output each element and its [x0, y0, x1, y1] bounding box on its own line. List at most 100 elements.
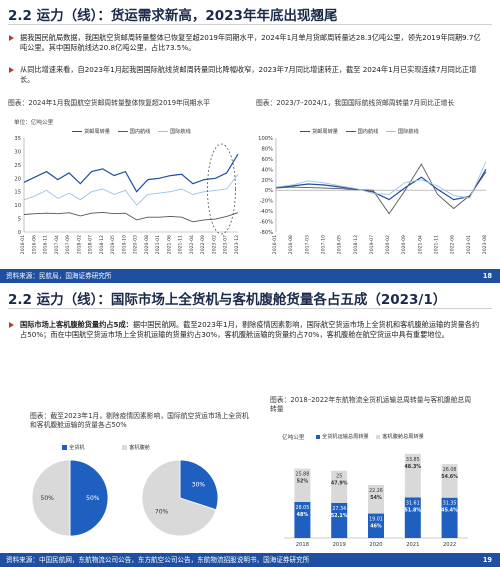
legend-label: 客机腹舱: [129, 445, 150, 451]
bar-freighter: [368, 513, 384, 538]
page-number: 18: [482, 272, 492, 280]
y-tick-label: 25: [14, 163, 21, 169]
bar-freighter: [441, 497, 458, 538]
x-tick-label: 2021-11: [434, 235, 440, 254]
chart-left-caption: 图表：2024年1月我国航空货邮周转量整体恢复超2019年同期水平: [8, 99, 211, 107]
pie-value-label: 50%: [41, 495, 55, 502]
y-tick-label: 40%: [261, 167, 273, 173]
legend-item-belly-volume: 客机腹舱总周转量: [376, 434, 424, 440]
bar-belly-share: 52%: [297, 479, 309, 485]
line-chart-yoy: -80% -60% -40% -20% 0% 20% 40% 60% 80% 100% 2016-0…: [258, 136, 488, 254]
legend-item-intl: 国际航线: [386, 129, 419, 135]
x-tick-label: 2021-01: [155, 235, 161, 254]
legend-item-domestic: 国内航线: [117, 129, 151, 135]
x-tick-label: 2021-04: [417, 235, 423, 254]
bar-freighter-share: 46%: [370, 524, 382, 530]
x-tick-label: 2018-12: [353, 235, 359, 254]
legend-label: 客机腹舱总周转量: [382, 434, 424, 440]
legend-item-freighter: 全货机: [62, 445, 85, 451]
x-tick-label: 2018-02: [76, 235, 82, 254]
bar-belly-value: 25.88: [296, 472, 310, 478]
bullet-bold-lead: 国际市场上客机腹舱货量约占5成：: [20, 320, 133, 329]
bar-freighter-value: 19.01: [369, 517, 383, 523]
x-tick-label: 2019-10: [121, 235, 127, 254]
bar-freighter: [294, 501, 311, 538]
page-title: 2.2 运力（线）：国际市场上全货机与客机腹舱货量各占五成（2023/1）: [8, 292, 447, 308]
bar-freighter-value: 31.61: [406, 500, 420, 506]
slide-19: 2.2 运力（线）：国际市场上全货机与客机腹舱货量各占五成（2023/1） 国际…: [0, 284, 500, 567]
x-tick-label: 2018: [296, 542, 309, 548]
footer-source: 资料来源：中国民航网，东航物流公司公告，东方航空公司公告，东航物流招股说明书，国…: [6, 556, 310, 564]
series-line-1: [23, 211, 239, 223]
series-line-2: [275, 161, 487, 199]
y-tick-label: 80%: [261, 146, 273, 152]
x-tick-label: 2023-02: [211, 235, 217, 254]
bar-freighter-value: 27.34: [332, 506, 346, 512]
x-tick-label: 2019-05: [110, 235, 116, 254]
x-tick-label: 2022-04: [189, 235, 195, 254]
bar-belly: [331, 470, 348, 503]
triangle-bullet-icon: [9, 35, 14, 41]
bar-legend: 全货机运输总周转量 客机腹舱总周转量: [316, 433, 430, 440]
bar-freighter: [331, 502, 348, 538]
bar-belly-value: 22.26: [369, 488, 383, 494]
chart-left-unit: 单位：亿吨公里: [14, 120, 54, 126]
bullet-text-2: 从同比增速来看，自2023年1月起我国国际航线货邮周转量同比降幅收窄，2023年…: [20, 65, 477, 84]
x-tick-label: 2022: [443, 542, 456, 548]
pie-caption: 图表：截至2023年1月，剔除疫情因素影响，国际航空货运市场上全货机和客机腹舱运…: [30, 412, 249, 429]
legend-label: 国内航线: [129, 129, 151, 135]
legend-item-total: 货邮周转量: [72, 129, 110, 135]
x-tick-label: 2021-06: [166, 235, 172, 254]
bar-belly: [441, 464, 458, 498]
bullet-text-1: 据我国民航局数据，我国航空货邮周转量整体已恢复至超2019年同期水平，2024年…: [20, 33, 481, 52]
x-tick-label: 2017-09: [65, 235, 71, 254]
bar-belly-share: 54.6%: [441, 474, 458, 480]
x-tick-label: 2016-11: [43, 235, 49, 254]
page-title: 2.2 运力（线）：货运需求新高，2023年年底出现翘尾: [8, 8, 338, 24]
legend-item-total: 货邮周转量: [300, 129, 338, 135]
legend-item-domestic: 国内航线: [345, 129, 379, 135]
x-tick-label: 2019-07: [369, 235, 375, 254]
bar-caption: 图表：2018–2022年东航物流全货机运输总周转量与客机腹舱总周转量: [270, 396, 472, 413]
x-tick-label: 2021: [406, 542, 419, 548]
x-tick-label: 2022-09: [200, 235, 206, 254]
x-tick-label: 2020-09: [401, 235, 407, 254]
triangle-bullet-icon: [9, 322, 14, 328]
legend-item-intl: 国际航线: [158, 129, 191, 135]
pie-value-label: 70%: [155, 508, 169, 515]
legend-label: 国内航线: [357, 129, 379, 135]
chart-left-legend: 货邮周转量 国内航线 国际航线: [72, 128, 197, 135]
legend-label: 货邮周转量: [312, 129, 338, 135]
bar-freighter-share: 52.1%: [331, 513, 348, 519]
bar-belly-value: 33.85: [406, 457, 420, 463]
y-tick-label: 5: [18, 217, 21, 223]
bar-belly-value: 25: [336, 474, 342, 480]
y-tick-label: 0: [18, 230, 21, 236]
bar-freighter-share: 51.8%: [404, 507, 421, 513]
highlight-circle: [207, 143, 236, 235]
title-divider: [8, 308, 492, 309]
y-tick-label: 60%: [261, 157, 273, 163]
x-tick-label: 2023-12: [234, 235, 240, 254]
page-number: 19: [482, 556, 492, 564]
y-tick-label: 20%: [261, 178, 273, 184]
chart-right-legend: 货邮周转量 国内航线 国际航线: [300, 128, 425, 135]
x-tick-label: 2017-03: [304, 235, 310, 254]
x-tick-label: 2018-05: [337, 235, 343, 254]
pie-slice-1-0: [179, 459, 219, 511]
pie-value-label: 50%: [86, 495, 100, 502]
legend-label: 国际航线: [398, 129, 419, 135]
series-line-2: [23, 174, 239, 206]
bar-freighter-share: 48%: [297, 512, 309, 518]
line-chart-volume: 0 5 10 15 20 25 30 35 2016-01 2016-06 2016-11 2017-…: [14, 136, 240, 254]
pie-value-label: 30%: [192, 482, 206, 489]
bullet-2: 从同比增速来看，自2023年1月起我国国际航线货邮周转量同比降幅收窄，2023年…: [9, 65, 486, 85]
y-tick-label: -20%: [260, 199, 273, 205]
chart-right-caption: 图表：2023/7–2024/1，我国国际航线货邮周转量7月同比正增长: [256, 99, 455, 107]
y-tick-label: 0%: [265, 188, 273, 194]
legend-item-belly: 客机腹舱: [122, 445, 150, 451]
series-line-0: [23, 153, 239, 193]
footer-bar: 资料来源：中国民航网，东航物流公司公告，东方航空公司公告，东航物流招股说明书，国…: [0, 553, 500, 567]
bullet-body: 据中国民航网。截至2023年1月，剔除疫情因素影响，国际航空货运市场上全货机和客…: [20, 320, 480, 339]
